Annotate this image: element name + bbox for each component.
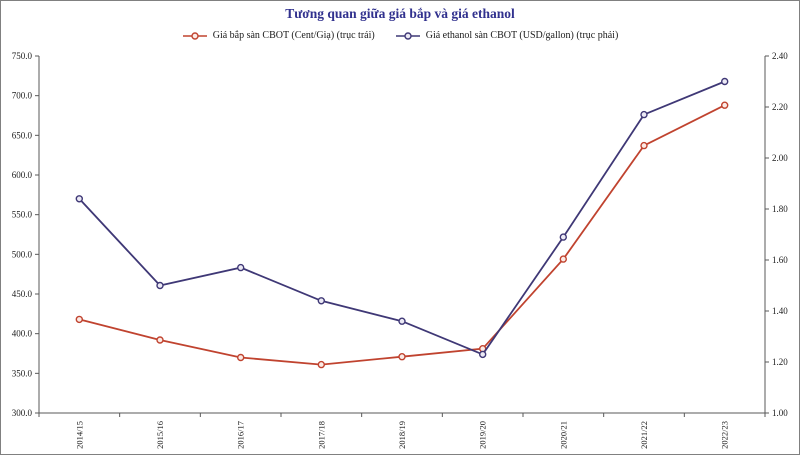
left-axis-tick-label: 450.0 xyxy=(12,289,33,299)
data-point-marker xyxy=(721,101,729,109)
x-axis-category-label: 2021/22 xyxy=(639,421,649,449)
right-axis-tick-label: 2.40 xyxy=(772,51,788,61)
data-point-marker xyxy=(156,281,164,290)
data-point-marker xyxy=(640,110,648,119)
left-axis-tick-label: 300.0 xyxy=(12,408,33,418)
data-point-marker xyxy=(156,336,164,344)
data-point-marker xyxy=(479,350,487,359)
data-point-marker xyxy=(317,360,325,369)
left-axis-tick-label: 500.0 xyxy=(12,249,33,259)
data-point-marker xyxy=(559,255,567,263)
left-axis-tick-label: 400.0 xyxy=(12,329,33,339)
right-axis-tick-label: 1.80 xyxy=(772,204,788,214)
x-axis-category-label: 2018/19 xyxy=(397,421,407,449)
x-axis-category-label: 2019/20 xyxy=(478,421,488,449)
legend-label-ethanol: Giá ethanol sàn CBOT (USD/gallon) (trục … xyxy=(425,30,619,41)
x-axis-category-label: 2020/21 xyxy=(558,421,568,449)
left-axis-tick-label: 600.0 xyxy=(12,170,33,180)
data-point-marker xyxy=(75,315,84,324)
data-point-marker xyxy=(236,263,245,272)
corn-series-marker-icon xyxy=(182,31,207,40)
data-point-marker xyxy=(721,77,729,86)
data-point-marker xyxy=(640,141,648,150)
data-point-marker xyxy=(236,353,245,362)
data-point-marker xyxy=(75,195,84,203)
right-axis-tick-label: 1.60 xyxy=(772,255,788,265)
left-axis-tick-label: 350.0 xyxy=(12,368,33,378)
right-axis-tick-label: 1.20 xyxy=(772,357,788,367)
left-axis-tick-label: 750.0 xyxy=(12,51,33,61)
right-axis-tick-label: 2.20 xyxy=(772,102,788,112)
left-axis-tick-label: 650.0 xyxy=(12,130,33,140)
ethanol-series-marker-icon xyxy=(395,31,420,40)
data-point-marker xyxy=(559,233,567,241)
legend-item-corn: Giá bắp sàn CBOT (Cent/Giạ) (trục trái) xyxy=(182,30,375,41)
left-axis-tick-label: 700.0 xyxy=(12,91,33,101)
data-point-marker xyxy=(317,297,325,305)
x-axis-category-label: 2017/18 xyxy=(316,421,326,449)
legend-label-corn: Giá bắp sàn CBOT (Cent/Giạ) (trục trái) xyxy=(212,30,375,41)
data-point-marker xyxy=(398,317,406,325)
legend-item-ethanol: Giá ethanol sàn CBOT (USD/gallon) (trục … xyxy=(395,30,619,41)
data-point-marker xyxy=(398,353,406,361)
chart-title: Tương quan giữa giá bắp và giá ethanol xyxy=(285,6,515,21)
right-axis-tick-label: 1.00 xyxy=(772,408,788,418)
left-axis-tick-label: 550.0 xyxy=(12,210,33,220)
x-axis-category-label: 2015/16 xyxy=(155,421,165,449)
chart-legend: Giá bắp sàn CBOT (Cent/Giạ) (trục trái) … xyxy=(1,30,799,41)
x-axis-category-label: 2022/23 xyxy=(720,421,730,449)
x-axis-category-label: 2014/15 xyxy=(74,421,84,449)
right-axis-tick-label: 1.40 xyxy=(772,306,788,316)
x-axis-category-label: 2016/17 xyxy=(236,421,246,449)
right-axis-tick-label: 2.00 xyxy=(772,153,788,163)
series-line xyxy=(79,104,726,366)
series-line xyxy=(78,80,726,356)
